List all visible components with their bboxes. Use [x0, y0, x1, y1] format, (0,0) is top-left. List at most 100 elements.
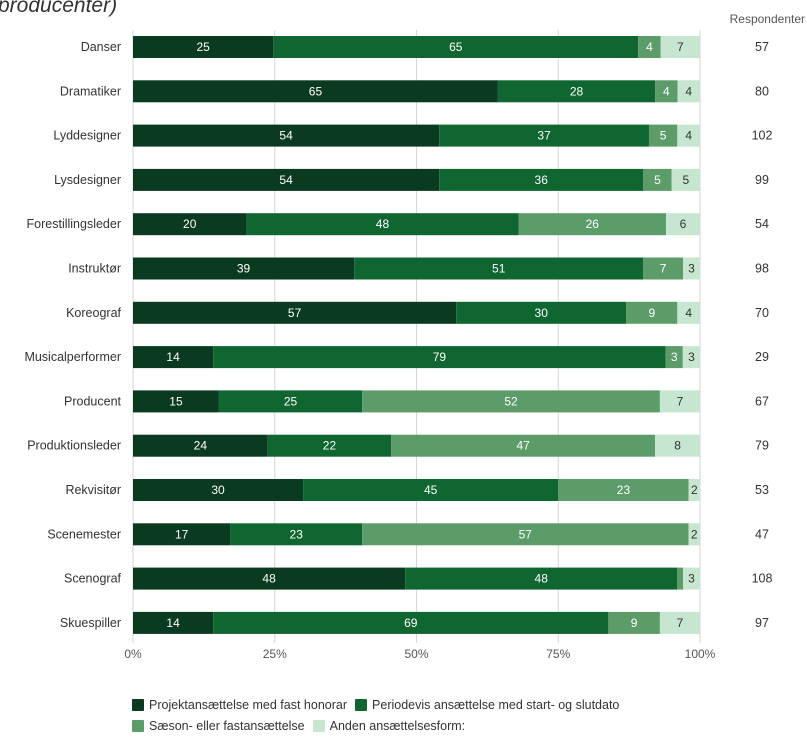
respondents-value: 70 — [755, 306, 769, 320]
legend-swatch-periodevis — [355, 698, 368, 711]
x-tick-label: 50% — [404, 647, 428, 661]
respondents-value: 80 — [755, 84, 769, 98]
legend-item-periodevis: Periodevis ansættelse med start- og slut… — [355, 698, 619, 712]
data-label: 69 — [404, 616, 418, 630]
bar-segment — [133, 567, 406, 590]
bar-segment — [643, 168, 672, 191]
data-label: 5 — [682, 173, 689, 187]
bar-segment — [133, 213, 247, 236]
legend-label-saeson: Sæson- eller fastansættelse — [149, 718, 305, 733]
bar-segment — [246, 213, 519, 236]
data-label: 36 — [535, 173, 549, 187]
data-label: 25 — [284, 394, 298, 408]
data-label: 5 — [654, 173, 661, 187]
legend-swatch-anden — [312, 719, 325, 732]
data-label: 65 — [449, 40, 463, 54]
bar-segment — [133, 168, 440, 191]
respondents-value: 54 — [755, 217, 769, 231]
bar-segment — [626, 301, 678, 324]
data-label: 48 — [376, 217, 390, 231]
data-label: 9 — [648, 306, 655, 320]
data-label: 24 — [194, 439, 208, 453]
data-label: 23 — [617, 483, 631, 497]
bar-segment — [677, 124, 700, 147]
legend-item-saeson: Sæson- eller fastansættelse — [132, 719, 305, 733]
bar-segment — [133, 479, 304, 501]
respondents-value: 29 — [755, 350, 769, 364]
bar-segment — [608, 611, 660, 634]
data-label: 4 — [646, 40, 653, 54]
bar-segment — [267, 434, 392, 457]
bar-segment — [303, 479, 559, 501]
respondents-value: 108 — [752, 572, 773, 586]
data-label: 51 — [492, 262, 506, 276]
bar-segment — [677, 80, 700, 103]
x-tick-label: 25% — [263, 647, 287, 661]
category-label-produktionsleder: Produktionsleder — [27, 439, 121, 453]
bar-segment — [133, 124, 440, 147]
x-tick-label: 100% — [685, 647, 716, 661]
data-label: 9 — [631, 616, 638, 630]
data-label: 14 — [166, 616, 180, 630]
respondents-value: 97 — [755, 616, 769, 630]
data-label: 45 — [424, 483, 438, 497]
bar-segment — [677, 301, 700, 324]
bar-segment — [456, 301, 627, 324]
bar-segment — [273, 36, 639, 58]
data-label: 39 — [237, 262, 251, 276]
data-label: 48 — [535, 572, 549, 586]
category-label-lysdesigner: Lysdesigner — [54, 173, 121, 187]
bar-segment — [439, 124, 649, 147]
data-label: 52 — [504, 394, 518, 408]
data-label: 6 — [680, 217, 687, 231]
bar-segment — [688, 479, 700, 501]
data-label: 4 — [663, 84, 670, 98]
bar-segment — [354, 257, 644, 280]
legend-label-periodevis: Periodevis ansættelse med start- og slut… — [372, 697, 620, 712]
bar-segment — [558, 479, 689, 501]
respondents-value: 67 — [755, 394, 769, 408]
data-label: 37 — [537, 129, 551, 143]
category-label-musicalperformer: Musicalperformer — [24, 350, 121, 364]
data-label: 30 — [535, 306, 549, 320]
data-label: 2 — [691, 527, 698, 541]
data-label: 15 — [169, 394, 183, 408]
bar-segment — [518, 213, 666, 236]
bar-segment — [643, 257, 683, 280]
bar-segment — [213, 611, 609, 634]
data-label: 3 — [671, 350, 678, 364]
bar-segment — [665, 346, 683, 369]
bar-segment — [688, 523, 700, 546]
respondents-value: 98 — [755, 262, 769, 276]
bar-segment — [439, 168, 644, 191]
respondents-value: 79 — [755, 439, 769, 453]
category-label-skuespiller: Skuespiller — [60, 616, 121, 630]
bar-segment — [677, 567, 683, 590]
bar-segment — [660, 36, 700, 58]
data-label: 3 — [688, 350, 695, 364]
bar-segment — [391, 434, 656, 457]
category-label-instrukt-r: Instruktør — [68, 262, 121, 276]
data-label: 8 — [674, 439, 681, 453]
data-label: 7 — [660, 262, 667, 276]
bar-segment — [362, 523, 689, 546]
bar-segment — [218, 390, 363, 413]
legend-item-projekt: Projektansættelse med fast honorar — [132, 698, 347, 712]
legend-swatch-projekt — [132, 698, 144, 711]
bar-segment — [638, 36, 661, 58]
data-label: 2 — [691, 483, 698, 497]
respondents-value: 102 — [752, 129, 773, 143]
data-label: 28 — [570, 84, 584, 98]
respondents-value: 57 — [755, 40, 769, 54]
bar-segment — [682, 257, 700, 280]
data-label: 7 — [677, 40, 684, 54]
respondents-value: 53 — [755, 483, 769, 497]
data-label: 26 — [586, 217, 600, 231]
bar-segment — [230, 523, 363, 546]
bar-segment — [133, 346, 214, 369]
data-label: 54 — [279, 173, 293, 187]
bar-segment — [655, 434, 700, 457]
category-label-scenograf: Scenograf — [64, 572, 122, 586]
category-label-producent: Producent — [64, 394, 122, 408]
x-tick-label: 75% — [546, 647, 570, 661]
